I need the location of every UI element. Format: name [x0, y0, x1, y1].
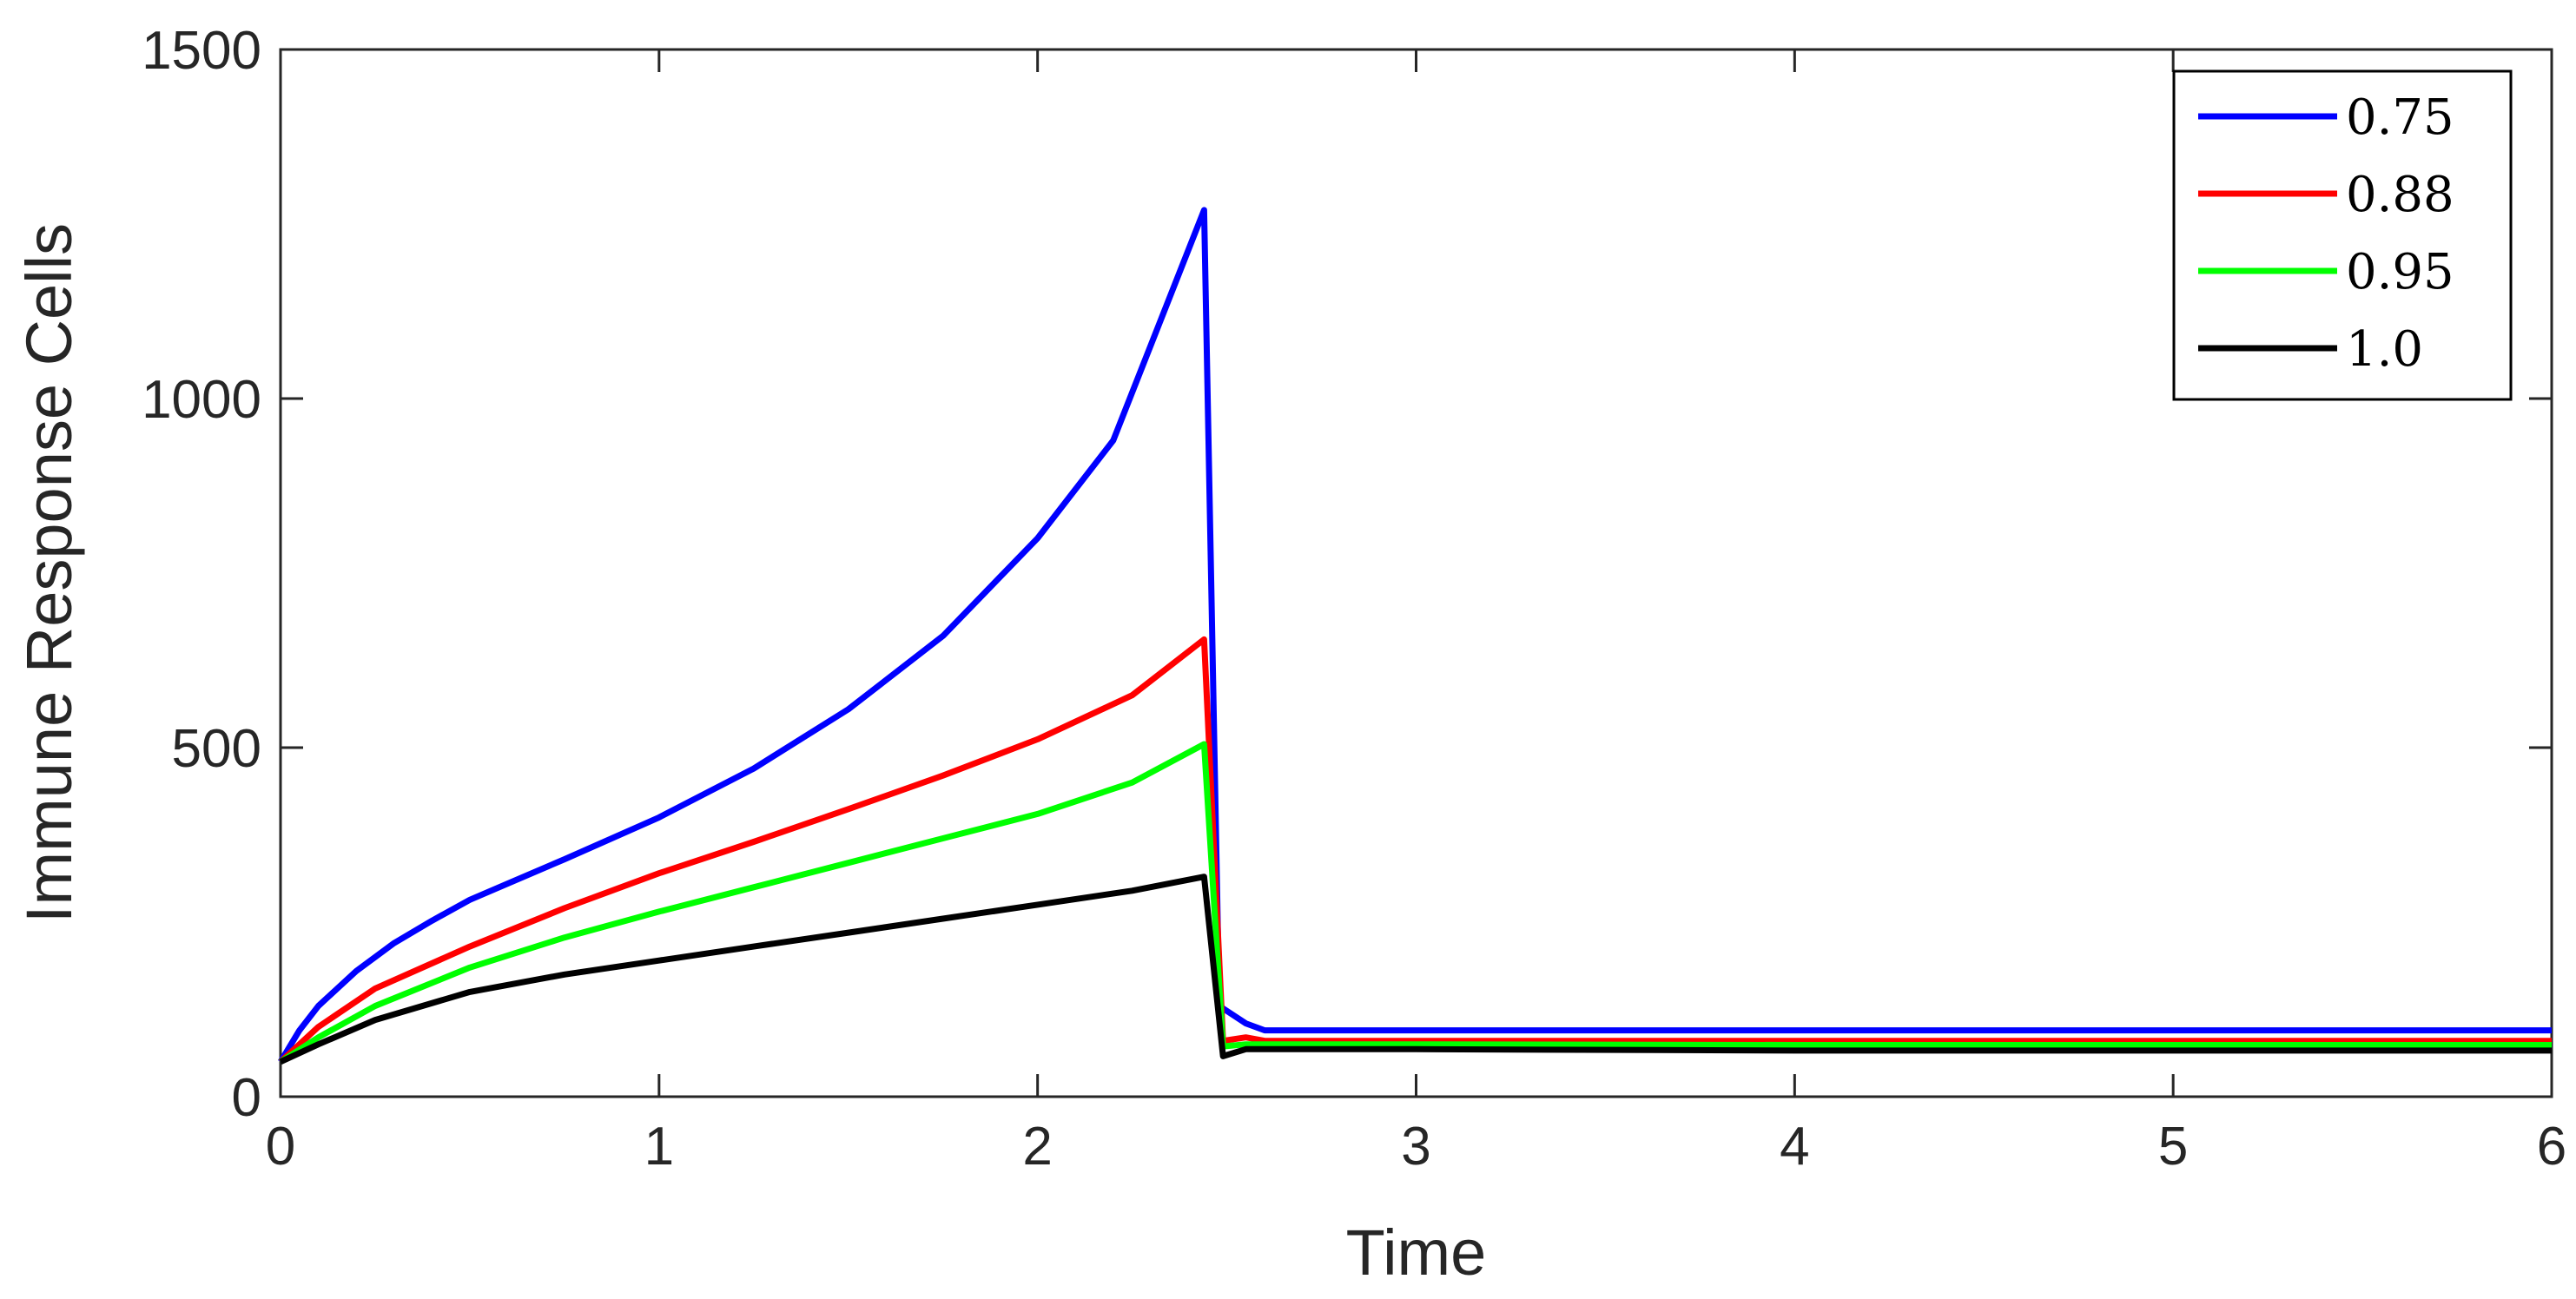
x-tick-label: 2	[1022, 1117, 1052, 1177]
x-tick-label: 3	[1401, 1117, 1430, 1177]
legend-label: 0.88	[2346, 167, 2454, 223]
x-tick-label: 0	[266, 1117, 295, 1177]
y-tick-label: 1500	[142, 21, 261, 81]
legend-label: 0.95	[2346, 244, 2454, 300]
x-axis-title: Time	[1346, 1217, 1487, 1289]
x-tick-labels: 0 1 2 3 4 5 6	[266, 1117, 2566, 1177]
y-tick-labels: 0 500 1000 1500	[142, 21, 261, 1128]
x-tick-label: 6	[2537, 1117, 2566, 1177]
x-tick-label: 5	[2158, 1117, 2188, 1177]
legend-label: 0.75	[2346, 89, 2454, 146]
y-tick-label: 0	[232, 1068, 261, 1128]
legend-box	[2172, 69, 2513, 401]
series-layer	[278, 207, 2552, 1065]
series-line-0	[278, 207, 2552, 1064]
legend: 0.75 0.88 0.95 1.0	[2172, 69, 2513, 401]
y-axis-title: Immune Response Cells	[13, 223, 85, 923]
y-tick-label: 1000	[142, 370, 261, 430]
series-line-3	[279, 874, 2552, 1065]
x-tick-label: 4	[1780, 1117, 1809, 1177]
legend-label: 1.0	[2346, 321, 2423, 378]
series-line-1	[278, 636, 2552, 1065]
x-tick-label: 1	[644, 1117, 674, 1177]
ticks-layer	[279, 48, 2553, 1098]
series-line-2	[279, 741, 2552, 1065]
y-tick-label: 500	[172, 719, 261, 779]
